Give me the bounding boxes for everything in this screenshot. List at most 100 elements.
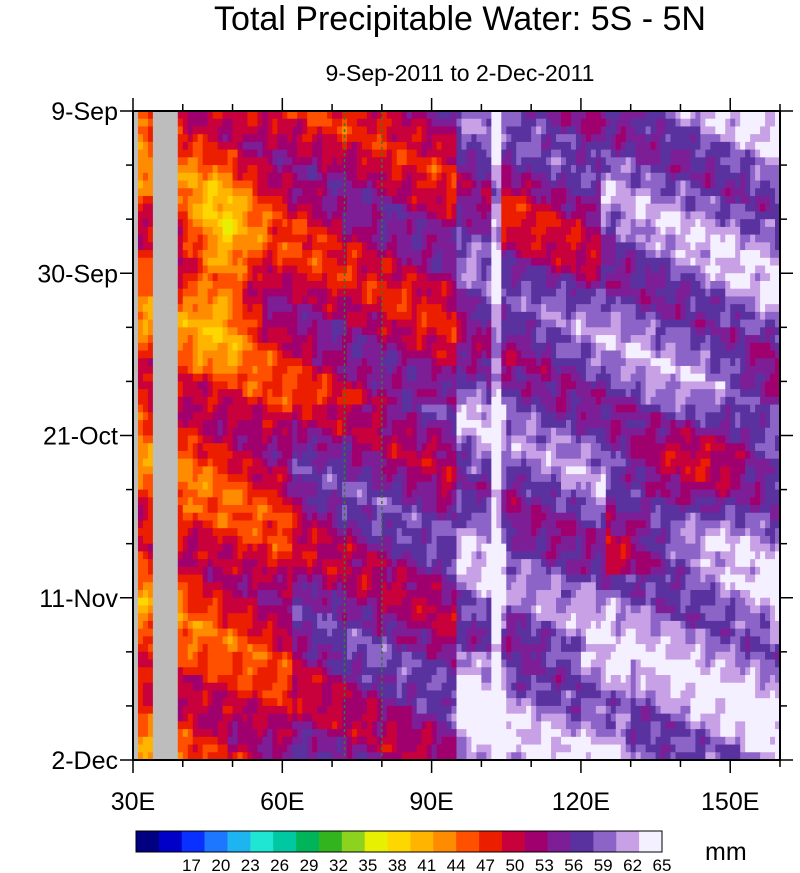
field-cell <box>406 350 413 359</box>
field-cell <box>640 273 647 282</box>
field-cell <box>436 219 443 228</box>
field-cell <box>610 327 617 336</box>
field-cell <box>371 172 378 182</box>
field-cell <box>615 219 622 228</box>
field-cell <box>481 335 487 344</box>
field-cell <box>476 280 482 290</box>
field-cell <box>167 273 174 282</box>
field-cell <box>531 373 537 383</box>
field-cell <box>700 219 706 228</box>
field-cell <box>760 149 766 158</box>
field-cell <box>401 111 408 120</box>
field-cell <box>247 203 254 213</box>
field-cell <box>461 157 468 166</box>
field-cell <box>565 234 572 243</box>
field-cell <box>640 311 647 321</box>
field-cell <box>620 203 627 213</box>
field-cell <box>630 149 637 158</box>
field-cell <box>730 226 736 236</box>
field-cell <box>242 304 249 313</box>
field-cell <box>282 234 288 243</box>
field-cell <box>635 273 642 282</box>
field-cell <box>312 242 318 251</box>
field-cell <box>147 273 154 282</box>
field-cell <box>152 373 159 383</box>
field-cell <box>481 211 487 220</box>
field-cell <box>152 111 159 120</box>
field-cell <box>152 226 159 236</box>
field-cell <box>177 350 184 359</box>
field-cell <box>635 265 642 274</box>
field-cell <box>605 265 612 274</box>
field-cell <box>645 111 652 120</box>
field-cell <box>411 134 418 143</box>
field-cell <box>760 234 766 243</box>
field-cell <box>371 311 378 321</box>
field-cell <box>685 311 692 321</box>
field-cell <box>565 373 572 383</box>
field-cell <box>600 327 607 336</box>
field-cell <box>775 195 781 205</box>
field-cell <box>506 188 512 197</box>
field-cell <box>466 149 473 158</box>
field-cell <box>411 265 418 274</box>
field-cell <box>735 257 741 267</box>
field-cell <box>476 203 482 213</box>
field-cell <box>157 188 164 197</box>
field-cell <box>486 118 492 128</box>
field-cell <box>645 234 652 243</box>
field-cell <box>351 273 358 282</box>
field-cell <box>441 373 448 383</box>
field-cell <box>426 335 433 344</box>
field-cell <box>152 141 159 151</box>
field-cell <box>655 226 662 236</box>
field-cell <box>605 381 612 390</box>
field-cell <box>277 373 283 383</box>
field-cell <box>232 118 239 128</box>
field-cell <box>595 141 602 151</box>
field-cell <box>725 288 731 298</box>
field-cell <box>565 242 572 251</box>
field-cell <box>541 280 547 290</box>
field-cell <box>486 389 492 398</box>
field-cell <box>172 273 179 282</box>
field-cell <box>342 304 348 313</box>
field-cell <box>446 134 453 143</box>
field-cell <box>202 219 209 228</box>
field-cell <box>605 157 612 166</box>
field-cell <box>411 211 418 220</box>
field-cell <box>267 342 273 352</box>
field-cell <box>670 242 677 251</box>
field-cell <box>391 149 398 158</box>
field-cell <box>471 381 478 390</box>
field-cell <box>172 396 179 406</box>
field-cell <box>561 327 567 336</box>
field-cell <box>411 296 418 305</box>
field-cell <box>710 195 716 205</box>
field-cell <box>770 149 776 158</box>
field-cell <box>740 188 746 197</box>
field-cell <box>431 365 438 375</box>
field-cell <box>322 126 328 135</box>
field-cell <box>620 111 627 120</box>
field-cell <box>451 358 458 367</box>
field-cell <box>640 335 647 344</box>
field-cell <box>745 335 751 344</box>
field-cell <box>506 157 512 166</box>
field-cell <box>655 319 662 328</box>
field-cell <box>501 265 507 274</box>
field-cell <box>337 335 343 344</box>
field-cell <box>312 358 318 367</box>
field-cell <box>421 134 428 143</box>
field-cell <box>187 265 194 274</box>
field-cell <box>680 219 687 228</box>
field-cell <box>302 396 308 406</box>
field-cell <box>152 288 159 298</box>
field-cell <box>312 389 318 398</box>
field-cell <box>376 126 383 135</box>
field-cell <box>690 365 696 375</box>
field-cell <box>725 350 731 359</box>
field-cell <box>605 280 612 290</box>
field-cell <box>580 118 587 128</box>
field-cell <box>481 111 487 120</box>
